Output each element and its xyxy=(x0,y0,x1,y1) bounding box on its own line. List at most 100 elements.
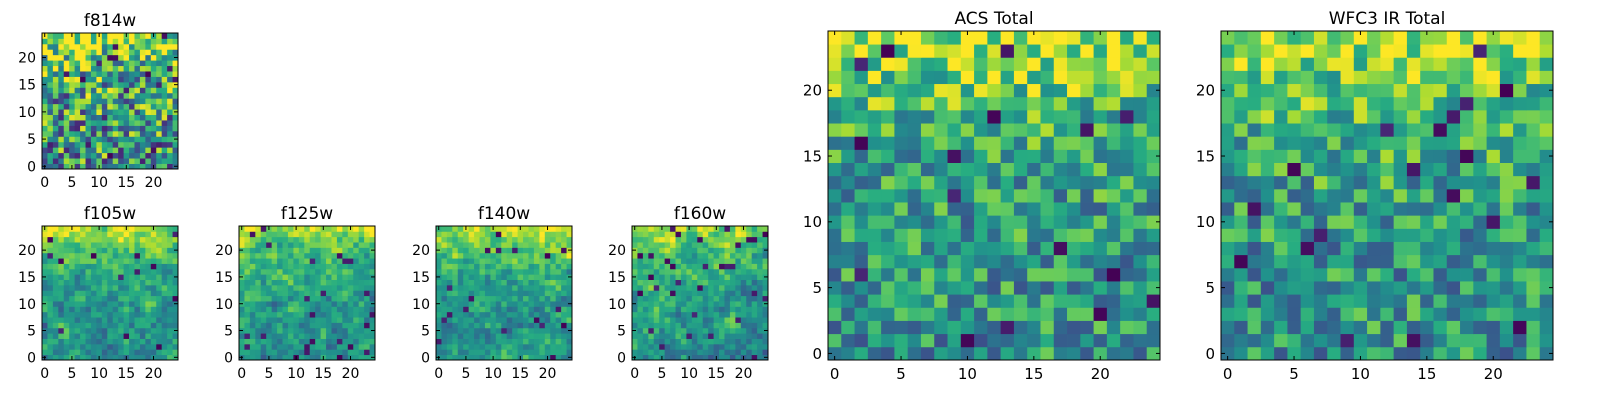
y-tick-label: 20 xyxy=(18,51,36,67)
heatmap-cell xyxy=(1093,267,1108,282)
heatmap-cell xyxy=(555,327,562,334)
heatmap-cell xyxy=(331,333,338,339)
heatmap-cell xyxy=(719,226,725,232)
heatmap-cell xyxy=(244,322,251,329)
heatmap-cell xyxy=(326,268,332,275)
heatmap-cell xyxy=(920,320,935,335)
heatmap-cell xyxy=(947,202,962,216)
heatmap-cell xyxy=(947,333,962,348)
heatmap-cell xyxy=(828,267,842,282)
heatmap-cell xyxy=(1146,281,1161,295)
heatmap-cell xyxy=(255,236,262,243)
heatmap-cell xyxy=(326,226,332,232)
heatmap-cell xyxy=(52,306,59,313)
heatmap-cell xyxy=(63,109,70,115)
heatmap-cell xyxy=(441,236,448,243)
heatmap-cell xyxy=(691,231,698,238)
heatmap-cell xyxy=(854,215,869,229)
heatmap-cell xyxy=(729,322,736,329)
heatmap-cell xyxy=(934,83,948,98)
heatmap-cell xyxy=(107,327,114,334)
heatmap-cell xyxy=(244,252,251,259)
heatmap-cell xyxy=(659,258,666,264)
heatmap-cell xyxy=(697,279,704,286)
heatmap-cell xyxy=(446,322,453,329)
heatmap-cell xyxy=(96,231,103,238)
heatmap-cell xyxy=(1040,162,1055,177)
heatmap-cell xyxy=(452,301,459,307)
heatmap-cell xyxy=(907,281,922,295)
heatmap-cell xyxy=(156,38,163,45)
heatmap-cell xyxy=(479,279,486,286)
heatmap-cell xyxy=(642,306,649,313)
heatmap-cell xyxy=(69,333,76,339)
heatmap-cell xyxy=(101,163,108,170)
heatmap-cell xyxy=(326,354,332,361)
heatmap-cell xyxy=(112,98,119,105)
heatmap-cell xyxy=(1420,31,1434,45)
heatmap-cell xyxy=(315,338,321,345)
axes-frame xyxy=(631,225,769,361)
heatmap-cell xyxy=(331,268,338,275)
heatmap-cell xyxy=(1446,294,1461,308)
heatmap-cell xyxy=(96,295,103,302)
heatmap-cell xyxy=(528,322,535,329)
heatmap-cell xyxy=(1313,333,1328,348)
heatmap-cell xyxy=(1446,202,1461,216)
heatmap-cell xyxy=(506,279,513,286)
heatmap-cell xyxy=(161,242,168,248)
heatmap-cell xyxy=(1539,267,1554,282)
heatmap-cell xyxy=(1080,333,1094,348)
heatmap-cell xyxy=(1120,83,1134,98)
heatmap-cell xyxy=(544,274,551,280)
heatmap-cell xyxy=(123,263,130,270)
heatmap-cell xyxy=(112,87,119,94)
heatmap-cell xyxy=(1080,96,1094,111)
heatmap-cell xyxy=(167,306,173,313)
heatmap-cell xyxy=(80,226,86,232)
heatmap-cell xyxy=(544,263,551,270)
heatmap-cell xyxy=(566,295,573,302)
heatmap-cell xyxy=(244,279,251,286)
heatmap-cell xyxy=(80,125,86,132)
heatmap-cell xyxy=(107,226,114,232)
heatmap-cell xyxy=(1093,109,1108,124)
heatmap-cell xyxy=(457,322,464,329)
heatmap-cell xyxy=(255,295,262,302)
heatmap-cell xyxy=(172,252,179,259)
heatmap-cell xyxy=(550,242,557,248)
heatmap-cell xyxy=(326,338,332,345)
heatmap-cell xyxy=(1393,202,1408,216)
heatmap-cell xyxy=(452,338,459,345)
heatmap-cell xyxy=(118,141,124,148)
heatmap-cell xyxy=(90,92,97,99)
heatmap-cell xyxy=(474,258,480,264)
heatmap-cell xyxy=(1393,70,1408,85)
heatmap-cell xyxy=(139,284,146,291)
heatmap-cell xyxy=(150,252,157,259)
heatmap-cell xyxy=(490,327,497,334)
heatmap-cell xyxy=(58,130,65,137)
heatmap-cell xyxy=(364,236,370,243)
heatmap-cell xyxy=(74,81,81,88)
heatmap-cell xyxy=(123,147,130,154)
heatmap-cell xyxy=(920,31,935,45)
heatmap-cell xyxy=(697,268,704,275)
heatmap-cell xyxy=(80,54,86,61)
heatmap-cell xyxy=(828,57,842,71)
heatmap-cell xyxy=(907,346,922,361)
heatmap-cell xyxy=(528,311,535,318)
heatmap-cell xyxy=(934,175,948,190)
heatmap-cell xyxy=(441,247,448,254)
heatmap-cell xyxy=(664,322,671,329)
heatmap-cell xyxy=(1513,267,1527,282)
heatmap-cell xyxy=(550,338,557,345)
heatmap-cell xyxy=(90,98,97,105)
heatmap-cell xyxy=(134,109,141,115)
heatmap-cell xyxy=(1221,307,1235,321)
heatmap-cell xyxy=(123,43,130,50)
heatmap-cell xyxy=(1380,267,1395,282)
heatmap-cell xyxy=(342,231,349,238)
heatmap-cell xyxy=(266,242,273,248)
heatmap-cell xyxy=(746,333,753,339)
